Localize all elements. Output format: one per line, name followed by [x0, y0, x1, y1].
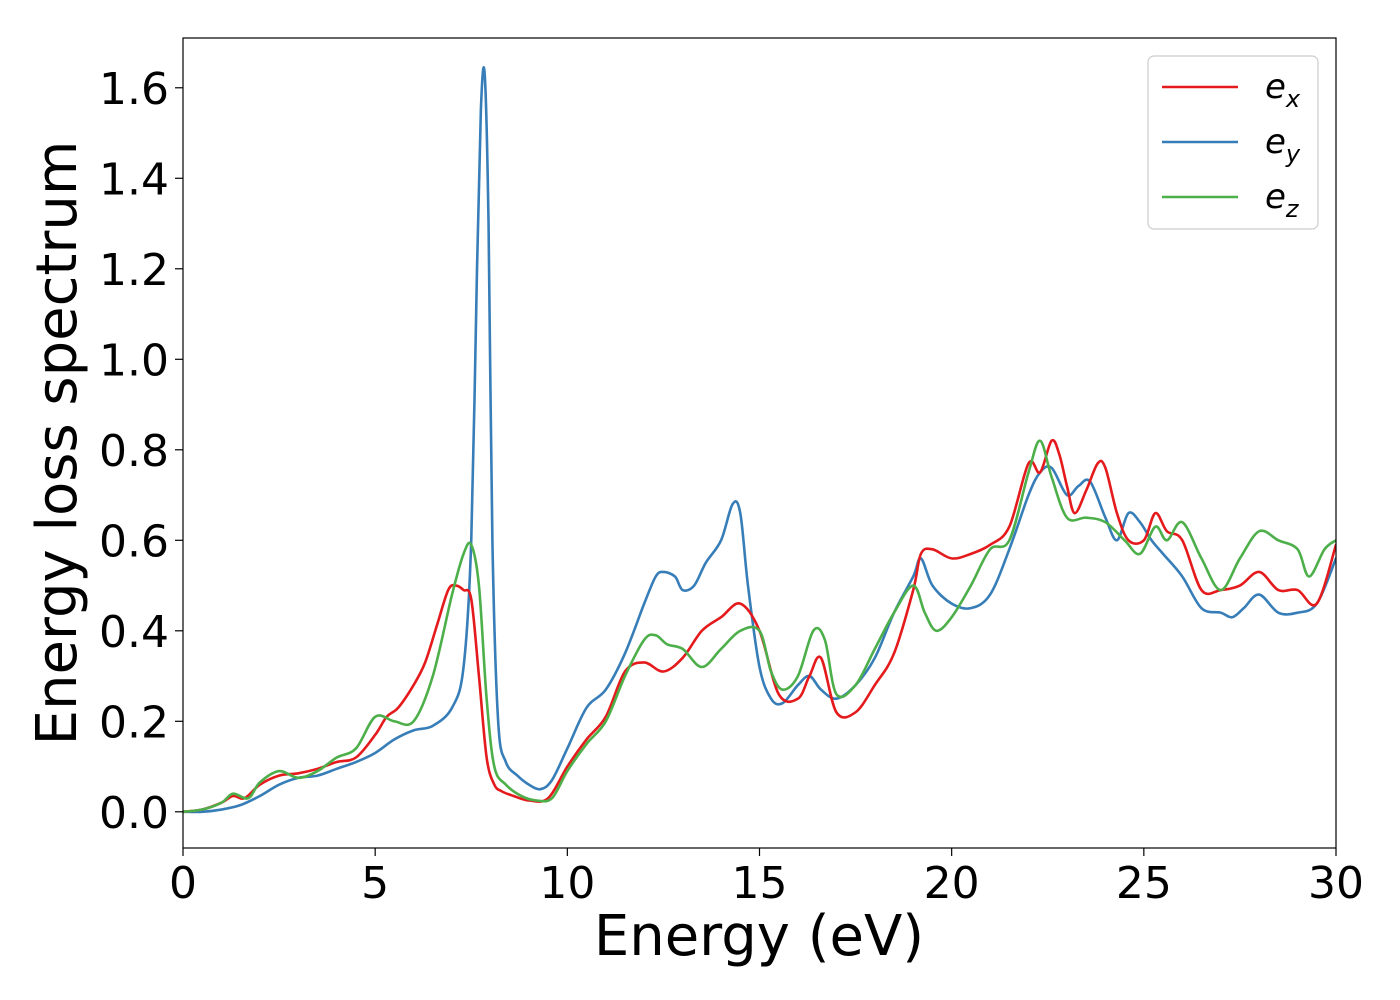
x-axis: 0 5 10 15 20 25 30 — [169, 848, 1364, 909]
x-tick-label: 5 — [361, 858, 389, 909]
y-axis-title: Energy loss spectrum — [25, 141, 90, 746]
x-tick-label: 25 — [1116, 858, 1172, 909]
x-axis-title: Energy (eV) — [594, 904, 924, 969]
series-layer — [183, 66, 1336, 814]
y-tick-label: 1.0 — [99, 335, 169, 386]
y-tick-label: 0.8 — [99, 426, 169, 477]
y-tick-label: 0.6 — [99, 516, 169, 567]
x-tick-label: 10 — [539, 858, 595, 909]
series-line-e-y — [183, 66, 1336, 814]
x-tick-label: 0 — [169, 858, 197, 909]
legend-label-subscript: z — [1285, 195, 1300, 223]
x-tick-label: 15 — [732, 858, 788, 909]
y-axis: 0.0 0.2 0.4 0.6 0.8 1.0 1.2 1.4 1.6 — [99, 64, 183, 839]
x-tick-label: 30 — [1308, 858, 1364, 909]
y-tick-label: 1.2 — [99, 245, 169, 296]
legend-label-e-x: ex — [1265, 67, 1301, 113]
y-tick-label: 1.6 — [99, 64, 169, 115]
series-line-e-z — [183, 439, 1336, 814]
legend-label-subscript: y — [1285, 140, 1301, 168]
legend-label-subscript: x — [1285, 85, 1301, 113]
y-tick-label: 0.2 — [99, 697, 169, 748]
y-tick-label: 1.4 — [99, 154, 169, 205]
y-tick-label: 0.0 — [99, 788, 169, 839]
y-tick-label: 0.4 — [99, 607, 169, 658]
x-tick-label: 20 — [924, 858, 980, 909]
